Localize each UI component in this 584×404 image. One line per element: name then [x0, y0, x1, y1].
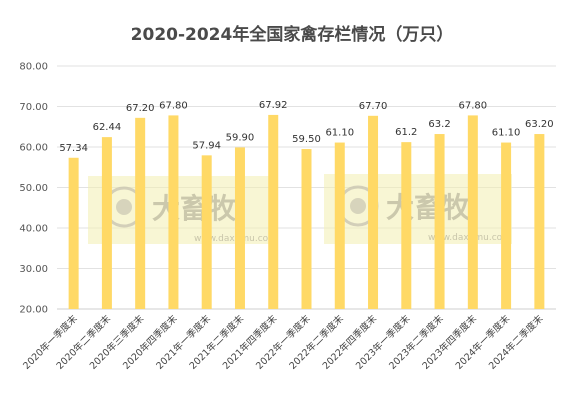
bar: [101, 137, 112, 309]
bar: [434, 134, 445, 309]
bar: [135, 117, 146, 309]
bar: [534, 134, 545, 309]
y-tick-label: 50.00: [19, 183, 48, 194]
bar: [334, 142, 345, 309]
data-label: 63.20: [525, 119, 554, 130]
data-label: 67.92: [259, 100, 288, 111]
watermark-brand-left: 大畜牧: [152, 192, 237, 225]
data-label: 67.20: [126, 103, 155, 114]
bars: [68, 114, 545, 309]
bar: [368, 115, 379, 309]
y-tick-label: 40.00: [19, 224, 48, 235]
data-label: 61.10: [325, 128, 354, 139]
chart-title: 2020-2024年全国家禽存栏情况（万只）: [130, 25, 454, 45]
y-tick-label: 70.00: [19, 102, 48, 113]
watermark: 大畜牧 www.daxumu.com 大畜牧 www.daxumu.com: [88, 174, 512, 244]
data-label: 59.50: [292, 134, 321, 145]
data-label: 67.80: [159, 100, 188, 111]
y-tick-label: 20.00: [19, 305, 48, 316]
bar: [301, 149, 312, 309]
data-labels: 57.34 62.44 67.20 67.80 57.94 59.90 67.92 59.50…: [59, 100, 553, 154]
data-label: 62.44: [93, 122, 122, 133]
bar: [467, 115, 478, 309]
y-tick-label: 80.00: [19, 62, 48, 73]
bar: [401, 142, 412, 309]
bar: [501, 142, 512, 309]
bar: [168, 115, 179, 309]
data-label: 67.80: [459, 100, 488, 111]
bar: [234, 147, 245, 309]
y-tick-label: 30.00: [19, 264, 48, 275]
data-label: 57.34: [59, 143, 88, 154]
bar: [201, 155, 212, 309]
data-label: 61.2: [395, 127, 417, 138]
data-label: 57.94: [192, 140, 221, 151]
data-label: 61.10: [492, 128, 521, 139]
watermark-brand-right: 大畜牧: [386, 191, 471, 224]
y-tick-label: 60.00: [19, 143, 48, 154]
data-label: 59.90: [226, 132, 255, 143]
data-label: 63.2: [428, 119, 450, 130]
x-axis-labels: 2020年一季度末2020年二季度末2020年三季度末2020年四季度末2021…: [21, 312, 546, 372]
data-label: 67.70: [359, 101, 388, 112]
bar: [268, 114, 279, 309]
bar: [68, 157, 79, 309]
